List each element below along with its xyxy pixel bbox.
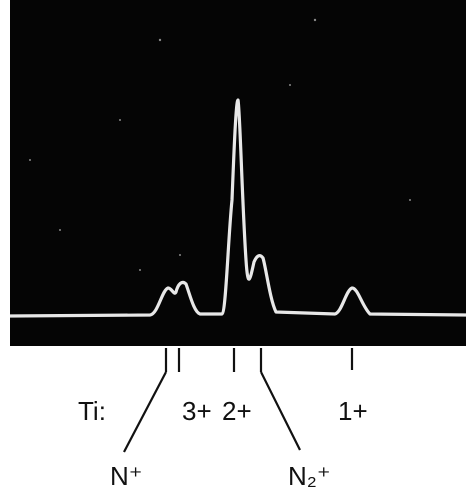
peak-label: 3+ [182, 396, 212, 426]
screen [10, 0, 466, 346]
ion-label: N₂⁺ [288, 461, 331, 491]
element-label: Ti: [78, 396, 106, 426]
peak-markers [123, 348, 354, 453]
spectrum-trace [9, 98, 466, 318]
peak-label: 1+ [338, 396, 368, 426]
noise [29, 18, 411, 271]
peak-label: 2+ [222, 396, 252, 426]
ion-label: N⁺ [110, 461, 143, 491]
